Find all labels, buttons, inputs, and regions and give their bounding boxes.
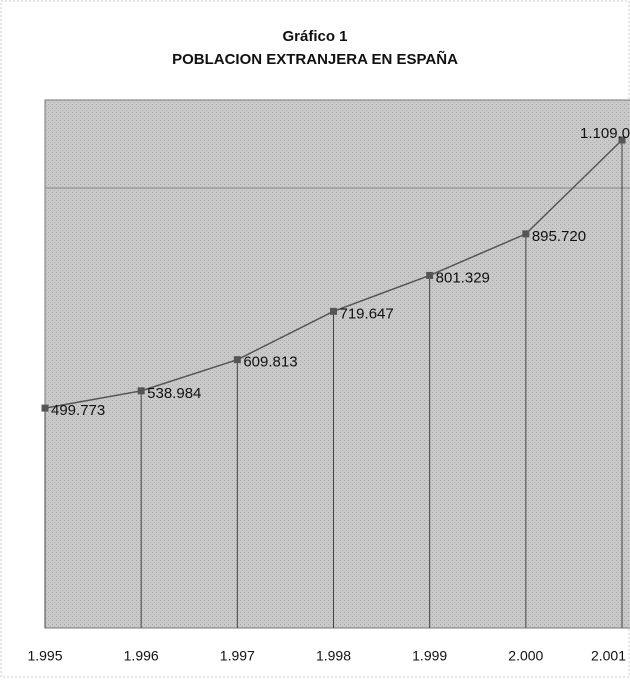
x-tick-label: 1.996	[124, 648, 159, 664]
marker	[137, 387, 145, 395]
data-label: 719.647	[340, 305, 394, 322]
data-label: 1.109.060	[580, 125, 630, 142]
marker	[41, 404, 49, 412]
x-tick-label: 1.997	[220, 648, 255, 664]
marker	[618, 136, 626, 144]
chart-subtitle: POBLACION EXTRANJERA EN ESPAÑA	[172, 50, 458, 68]
x-tick-label: 1.998	[316, 648, 351, 664]
marker	[233, 356, 241, 364]
data-label: 895.720	[532, 228, 586, 245]
data-label: 801.329	[436, 269, 490, 286]
marker	[330, 307, 337, 315]
data-label: 538.984	[147, 385, 201, 402]
data-label: 499.773	[51, 402, 105, 419]
marker	[522, 230, 530, 238]
marker	[426, 271, 434, 279]
x-tick-label: 2.001	[591, 648, 626, 664]
data-label: 609.813	[243, 354, 297, 371]
x-tick-label: 1.995	[27, 648, 62, 664]
x-tick-label: 1.999	[412, 648, 447, 664]
x-tick-label: 2.000	[508, 648, 543, 664]
chart-title: Gráfico 1	[282, 28, 347, 45]
plot-area	[44, 99, 630, 629]
